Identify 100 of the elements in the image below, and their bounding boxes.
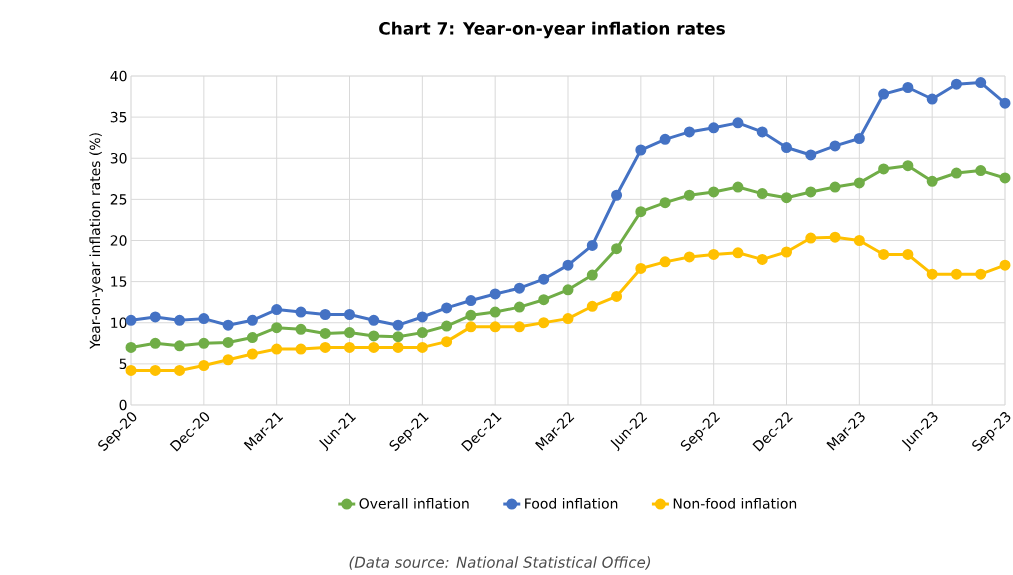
point bbox=[756, 253, 768, 265]
point bbox=[319, 341, 331, 353]
y-tick-label: 5 bbox=[119, 358, 127, 370]
point bbox=[805, 186, 817, 198]
y-tick-label: 20 bbox=[110, 235, 127, 246]
point bbox=[829, 181, 841, 193]
text: (Data source: National Statistical Office) bbox=[349, 556, 651, 570]
point bbox=[416, 311, 428, 323]
point bbox=[344, 341, 356, 353]
point bbox=[562, 313, 574, 325]
point bbox=[999, 172, 1011, 184]
y-axis-title: Year-on-year inflation rates (%) bbox=[89, 133, 103, 350]
point bbox=[611, 290, 623, 302]
y-tick-label: 0 bbox=[119, 399, 127, 411]
point bbox=[683, 251, 695, 263]
point bbox=[683, 189, 695, 201]
y-tick-label: 40 bbox=[110, 70, 127, 82]
point bbox=[198, 313, 210, 325]
point bbox=[222, 319, 234, 331]
point bbox=[319, 327, 331, 339]
point bbox=[683, 126, 695, 138]
point bbox=[902, 248, 914, 260]
point bbox=[489, 288, 501, 300]
point bbox=[174, 340, 186, 352]
point bbox=[659, 256, 671, 268]
point bbox=[295, 343, 307, 355]
point bbox=[781, 192, 793, 204]
point bbox=[902, 82, 914, 93]
point bbox=[611, 189, 623, 201]
point bbox=[271, 304, 283, 316]
point bbox=[708, 122, 720, 134]
point bbox=[805, 149, 817, 161]
point bbox=[950, 78, 962, 90]
point bbox=[198, 337, 210, 349]
point bbox=[950, 268, 962, 280]
y-tick-label: 35 bbox=[110, 111, 127, 123]
point bbox=[416, 327, 428, 339]
point bbox=[562, 284, 574, 296]
point bbox=[246, 348, 258, 360]
point bbox=[878, 163, 890, 175]
point bbox=[611, 243, 623, 255]
point bbox=[392, 331, 404, 343]
point bbox=[878, 248, 890, 260]
point bbox=[829, 231, 841, 243]
point bbox=[295, 323, 307, 335]
point bbox=[465, 321, 477, 333]
point bbox=[586, 300, 598, 312]
legend-label: Overall inflation bbox=[359, 498, 469, 509]
point bbox=[344, 327, 356, 339]
point bbox=[465, 295, 477, 307]
point bbox=[926, 268, 938, 280]
y-tick-label: 10 bbox=[111, 317, 127, 329]
point bbox=[222, 336, 234, 348]
point bbox=[149, 364, 161, 376]
point bbox=[344, 309, 356, 321]
point bbox=[368, 341, 380, 353]
point bbox=[198, 360, 210, 371]
point bbox=[586, 269, 598, 281]
point bbox=[732, 247, 744, 259]
point bbox=[271, 322, 283, 334]
point bbox=[586, 239, 598, 251]
point bbox=[149, 311, 161, 323]
y-tick-label: 25 bbox=[110, 194, 127, 205]
point bbox=[708, 186, 720, 198]
point bbox=[513, 282, 525, 294]
point bbox=[392, 319, 404, 331]
point bbox=[756, 188, 768, 200]
point bbox=[271, 343, 283, 355]
legend-label: Non-food inflation bbox=[673, 498, 797, 509]
point bbox=[853, 234, 865, 246]
point bbox=[416, 341, 428, 353]
y-tick-label: 15 bbox=[111, 276, 127, 287]
point bbox=[999, 259, 1011, 271]
point bbox=[513, 321, 525, 333]
point bbox=[635, 262, 647, 274]
point bbox=[902, 160, 914, 172]
point bbox=[125, 364, 137, 376]
point bbox=[756, 126, 768, 138]
point bbox=[659, 197, 671, 209]
point bbox=[441, 336, 453, 348]
point bbox=[538, 317, 550, 329]
point bbox=[999, 97, 1011, 109]
point bbox=[295, 306, 307, 318]
point bbox=[975, 268, 987, 280]
point bbox=[659, 133, 671, 145]
point bbox=[538, 294, 550, 306]
point bbox=[805, 232, 817, 244]
legend-label: Food inflation bbox=[525, 498, 618, 509]
point bbox=[635, 144, 647, 156]
point bbox=[975, 165, 987, 177]
point bbox=[149, 337, 161, 349]
point bbox=[489, 306, 501, 318]
point bbox=[174, 314, 186, 326]
point bbox=[732, 117, 744, 129]
chart-title: Chart 7: Year-on-year inflation rates bbox=[379, 21, 725, 39]
point bbox=[950, 167, 962, 179]
point bbox=[246, 314, 258, 326]
point bbox=[829, 140, 841, 152]
point bbox=[538, 273, 550, 285]
point bbox=[878, 88, 890, 100]
